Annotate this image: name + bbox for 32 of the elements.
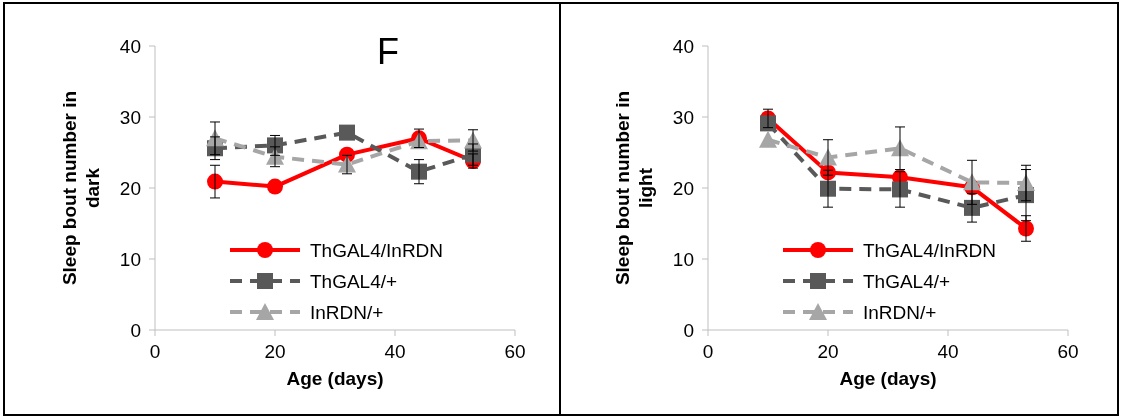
x-axis-title: Age (days): [286, 368, 384, 389]
x-tick-label: 60: [504, 341, 526, 362]
y-axis-title: Sleep bout number in dark: [59, 90, 103, 286]
legend-label: InRDN/+: [310, 301, 384, 323]
x-tick-label: 20: [817, 341, 839, 362]
x-tick-label: 60: [1057, 341, 1079, 362]
x-tick-label: 20: [264, 341, 286, 362]
legend-label: ThGAL4/+: [863, 270, 951, 292]
y-tick-label: 20: [672, 177, 694, 199]
y-tick-label: 40: [672, 35, 694, 57]
x-tick-label: 40: [384, 341, 406, 362]
x-tick-label: 0: [702, 341, 714, 362]
y-axis-title: Sleep bout number in light: [612, 90, 656, 286]
legend-label: ThGAL4/InRDN: [310, 239, 444, 261]
y-tick-label: 30: [119, 106, 141, 128]
y-tick-label: 10: [672, 248, 694, 270]
point: [267, 178, 283, 195]
y-tick-label: 40: [119, 35, 141, 57]
y-tick-label: 20: [119, 177, 141, 199]
x-tick-label: 40: [937, 341, 959, 362]
y-tick-label: 30: [672, 106, 694, 128]
point: [759, 130, 777, 148]
legend-label: InRDN/+: [863, 301, 937, 323]
legend-label: ThGAL4/+: [310, 270, 398, 292]
y-tick-label: 0: [130, 319, 141, 341]
point: [339, 124, 355, 141]
legend-label: ThGAL4/InRDN: [863, 239, 997, 261]
x-tick-label: 0: [149, 341, 161, 362]
x-axis-title: Age (days): [839, 368, 937, 389]
chart-title: F: [377, 31, 399, 72]
y-tick-label: 0: [683, 319, 694, 341]
y-tick-label: 10: [119, 248, 141, 270]
